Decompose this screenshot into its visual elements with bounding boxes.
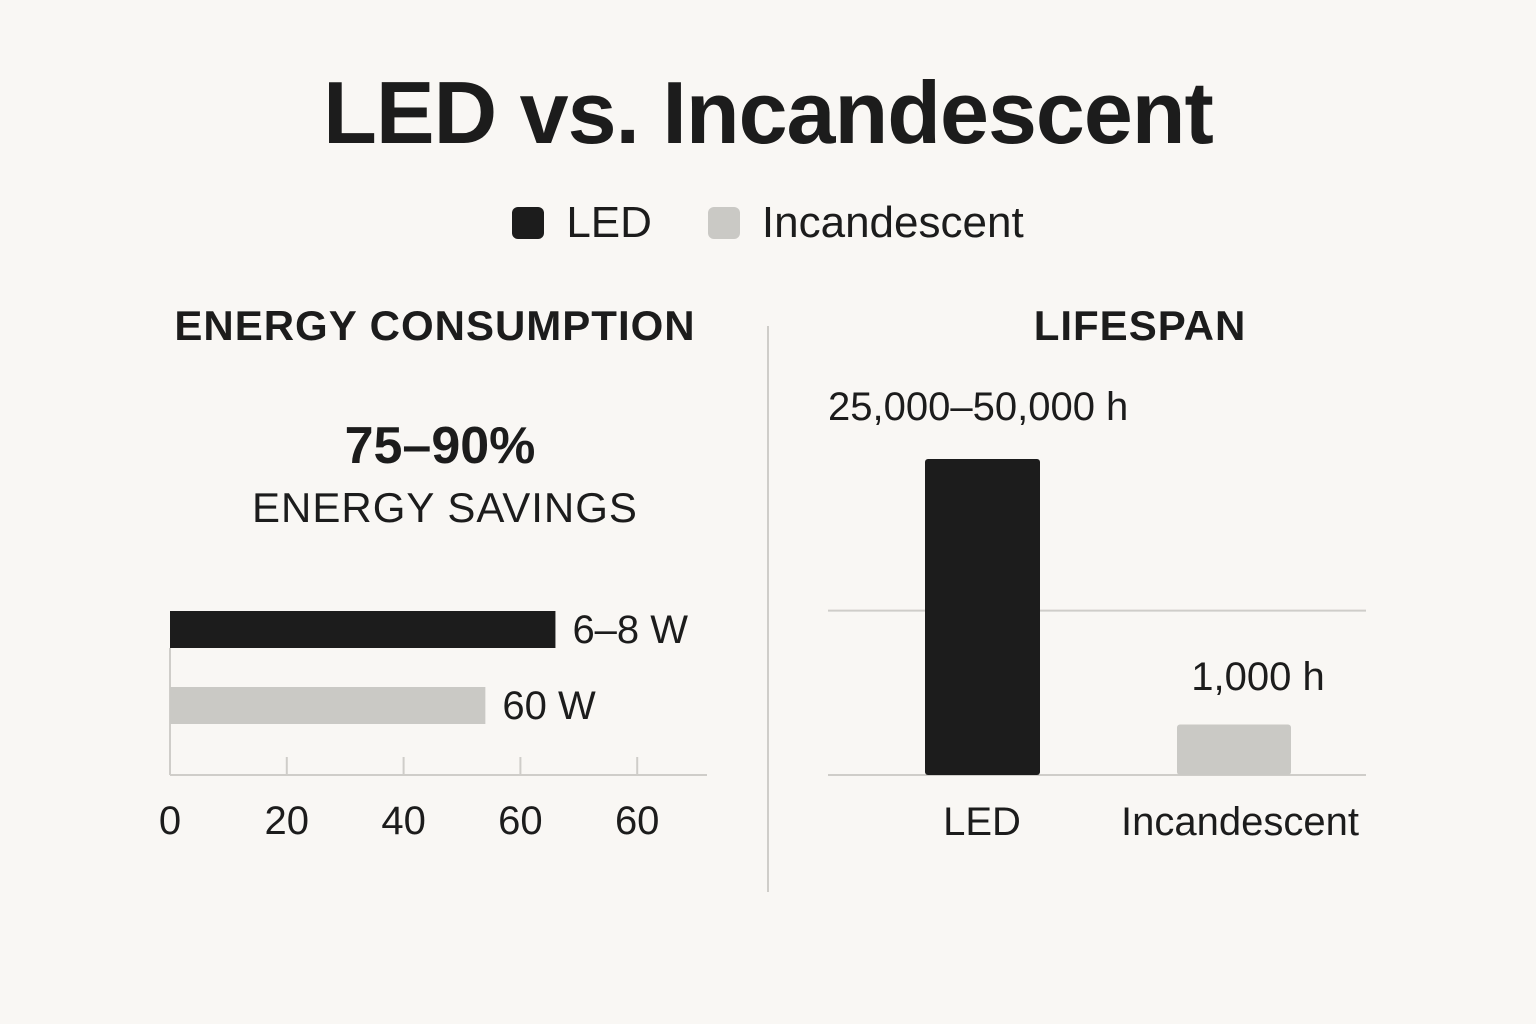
energy-data-label-led: 6–8 W: [572, 608, 688, 652]
section-divider: [767, 326, 769, 892]
energy-data-label-incandescent: 60 W: [502, 684, 596, 728]
legend-label-incandescent: Incandescent: [761, 198, 1024, 247]
lifespan-section-title: LIFESPAN: [1033, 302, 1247, 349]
energy-x-tick-label: 20: [265, 799, 310, 843]
energy-x-tick-label: 0: [159, 799, 181, 843]
energy-x-tick-label: 60: [615, 799, 660, 843]
energy-x-tick-label: 60: [498, 799, 543, 843]
lifespan-category-label-incandescent: Incandescent: [1121, 800, 1359, 844]
lifespan-category-label-led: LED: [943, 800, 1021, 844]
savings-label: ENERGY SAVINGS: [252, 484, 638, 531]
legend-swatch-led: [512, 207, 545, 239]
energy-section-title: ENERGY CONSUMPTION: [174, 302, 696, 349]
legend-item-led: LED: [512, 198, 652, 248]
energy-x-tick-label: 40: [381, 799, 426, 843]
energy-bar-led: [170, 611, 556, 648]
legend: LED Incandescent: [0, 198, 1536, 248]
legend-swatch-incandescent: [707, 207, 740, 239]
energy-bar-incandescent: [170, 687, 486, 724]
legend-label-led: LED: [566, 198, 652, 247]
chart-title: LED vs. Incandescent: [323, 63, 1214, 162]
savings-value: 75–90%: [344, 417, 536, 475]
lifespan-bar-incandescent: [1177, 724, 1291, 775]
lifespan-bar-led: [925, 459, 1040, 775]
legend-item-incandescent: Incandescent: [707, 198, 1024, 248]
lifespan-data-label-led: 25,000–50,000 h: [828, 385, 1128, 429]
lifespan-data-label-incandescent: 1,000 h: [1191, 655, 1324, 699]
